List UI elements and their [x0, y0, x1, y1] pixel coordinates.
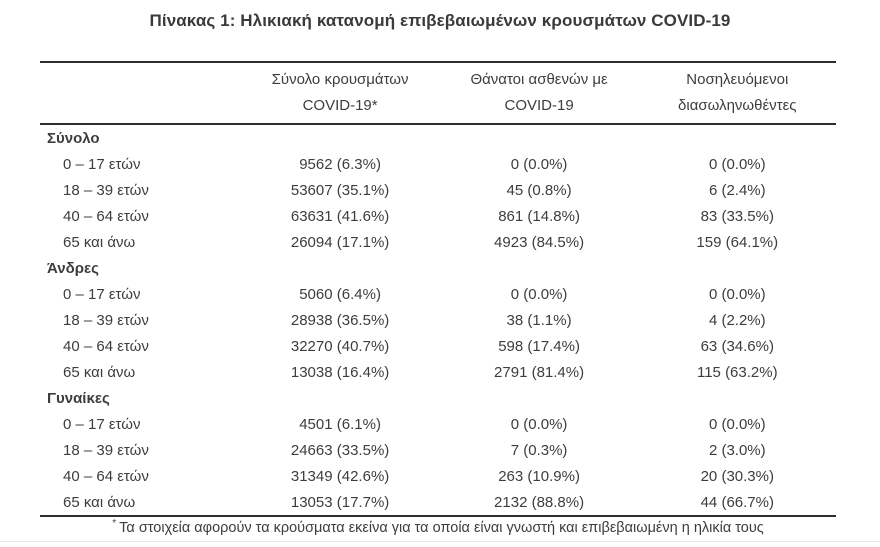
table-row: 18 – 39 ετών 24663 (33.5%) 7 (0.3%) 2 (3…: [40, 437, 836, 463]
intubated-value: 20 (30.3%): [700, 467, 774, 485]
intubated-value: 63 (34.6%): [700, 337, 774, 355]
deaths-value: 4923 (84.5%): [494, 233, 585, 251]
deaths-value: 2132 (88.8%): [494, 493, 585, 511]
intubated-value: 4 (2.2%): [708, 311, 766, 329]
section-label: Άνδρες: [47, 259, 99, 277]
cases-value: 31349 (42.6%): [290, 467, 390, 485]
intubated-value: 6 (2.4%): [708, 181, 766, 199]
age-label: 0 – 17 ετών: [63, 155, 141, 173]
table-row: 40 – 64 ετών 32270 (40.7%) 598 (17.4%) 6…: [40, 333, 836, 359]
header-intubated-line1: Νοσηλευόμενοι: [686, 71, 789, 88]
section-header-row-women: Γυναίκες: [40, 385, 836, 411]
intubated-value: 44 (66.7%): [700, 493, 774, 511]
cases-value: 28938 (36.5%): [290, 311, 390, 329]
age-label: 40 – 64 ετών: [63, 337, 149, 355]
intubated-value: 0 (0.0%): [708, 285, 766, 303]
table-row: 65 και άνω 13053 (17.7%) 2132 (88.8%) 44…: [40, 489, 836, 516]
deaths-value: 2791 (81.4%): [494, 363, 585, 381]
age-label: 0 – 17 ετών: [63, 415, 141, 433]
header-total-cases-line2: COVID-19*: [302, 97, 378, 114]
table-row: 18 – 39 ετών 53607 (35.1%) 45 (0.8%) 6 (…: [40, 177, 836, 203]
header-intubated-line2: διασωληνωθέντες: [678, 97, 797, 114]
cases-value: 4501 (6.1%): [299, 415, 381, 433]
section-label: Σύνολο: [47, 129, 100, 147]
deaths-value: 45 (0.8%): [506, 181, 572, 199]
header-intubated: Νοσηλευόμενοι διασωληνωθέντες: [638, 62, 836, 125]
footnote-asterisk: *: [112, 518, 117, 529]
footnote: * Τα στοιχεία αφορούν τα κρούσματα εκείνα…: [40, 518, 836, 536]
table-body: Σύνολο 0 – 17 ετών 9562 (6.3%) 0 (0.0%) …: [40, 124, 836, 516]
age-label: 18 – 39 ετών: [63, 181, 149, 199]
page-title: Πίνακας 1: Ηλικιακή κατανομή επιβεβαιωμέ…: [149, 11, 731, 30]
deaths-value: 7 (0.3%): [510, 441, 568, 459]
intubated-value: 115 (63.2%): [696, 363, 778, 381]
intubated-value: 0 (0.0%): [708, 415, 766, 433]
table-row: 0 – 17 ετών 9562 (6.3%) 0 (0.0%) 0 (0.0%…: [40, 151, 836, 177]
cases-value: 63631 (41.6%): [290, 207, 390, 225]
header-deaths: Θάνατοι ασθενών με COVID-19: [439, 62, 639, 125]
cases-value: 13038 (16.4%): [290, 363, 390, 381]
section-header-row-men: Άνδρες: [40, 255, 836, 281]
page-bottom-edge-line: [0, 541, 880, 542]
age-label: 18 – 39 ετών: [63, 311, 149, 329]
header-deaths-line1: Θάνατοι ασθενών με: [470, 71, 608, 88]
table-row: 65 και άνω 13038 (16.4%) 2791 (81.4%) 11…: [40, 359, 836, 385]
header-total-cases-line1: Σύνολο κρουσμάτων: [271, 71, 409, 88]
age-label: 40 – 64 ετών: [63, 207, 149, 225]
deaths-value: 0 (0.0%): [510, 415, 568, 433]
cases-value: 53607 (35.1%): [290, 181, 390, 199]
header-deaths-line2: COVID-19: [504, 97, 574, 114]
age-label: 18 – 39 ετών: [63, 441, 149, 459]
age-label: 65 και άνω: [63, 233, 136, 251]
table-row: 40 – 64 ετών 63631 (41.6%) 861 (14.8%) 8…: [40, 203, 836, 229]
table-header: Σύνολο κρουσμάτων COVID-19* Θάνατοι ασθε…: [40, 62, 836, 125]
intubated-value: 2 (3.0%): [708, 441, 766, 459]
table-row: 18 – 39 ετών 28938 (36.5%) 38 (1.1%) 4 (…: [40, 307, 836, 333]
table-row: 0 – 17 ετών 4501 (6.1%) 0 (0.0%) 0 (0.0%…: [40, 411, 836, 437]
cases-value: 24663 (33.5%): [290, 441, 390, 459]
section-label: Γυναίκες: [47, 389, 110, 407]
cases-value: 26094 (17.1%): [290, 233, 390, 251]
section-header-row-total: Σύνολο: [40, 124, 836, 151]
table-row: 65 και άνω 26094 (17.1%) 4923 (84.5%) 15…: [40, 229, 836, 255]
intubated-value: 0 (0.0%): [708, 155, 766, 173]
age-label: 65 και άνω: [63, 363, 136, 381]
deaths-value: 0 (0.0%): [510, 155, 568, 173]
intubated-value: 83 (33.5%): [700, 207, 774, 225]
covid-age-table: Σύνολο κρουσμάτων COVID-19* Θάνατοι ασθε…: [40, 61, 836, 517]
footnote-text: Τα στοιχεία αφορούν τα κρούσματα εκείνα …: [119, 519, 764, 536]
cases-value: 5060 (6.4%): [299, 285, 381, 303]
header-row: Σύνολο κρουσμάτων COVID-19* Θάνατοι ασθε…: [40, 62, 836, 125]
intubated-value: 159 (64.1%): [696, 233, 779, 251]
age-label: 0 – 17 ετών: [63, 285, 141, 303]
cases-value: 13053 (17.7%): [290, 493, 390, 511]
table-row: 0 – 17 ετών 5060 (6.4%) 0 (0.0%) 0 (0.0%…: [40, 281, 836, 307]
deaths-value: 38 (1.1%): [506, 311, 572, 329]
cases-value: 32270 (40.7%): [290, 337, 390, 355]
deaths-value: 598 (17.4%): [498, 337, 580, 355]
age-label: 40 – 64 ετών: [63, 467, 149, 485]
age-label: 65 και άνω: [63, 493, 136, 511]
cases-value: 9562 (6.3%): [299, 155, 381, 173]
header-empty-cell: [40, 62, 241, 125]
deaths-value: 263 (10.9%): [498, 467, 580, 485]
deaths-value: 0 (0.0%): [510, 285, 568, 303]
deaths-value: 861 (14.8%): [498, 207, 580, 225]
header-total-cases: Σύνολο κρουσμάτων COVID-19*: [240, 62, 440, 125]
table-row: 40 – 64 ετών 31349 (42.6%) 263 (10.9%) 2…: [40, 463, 836, 489]
